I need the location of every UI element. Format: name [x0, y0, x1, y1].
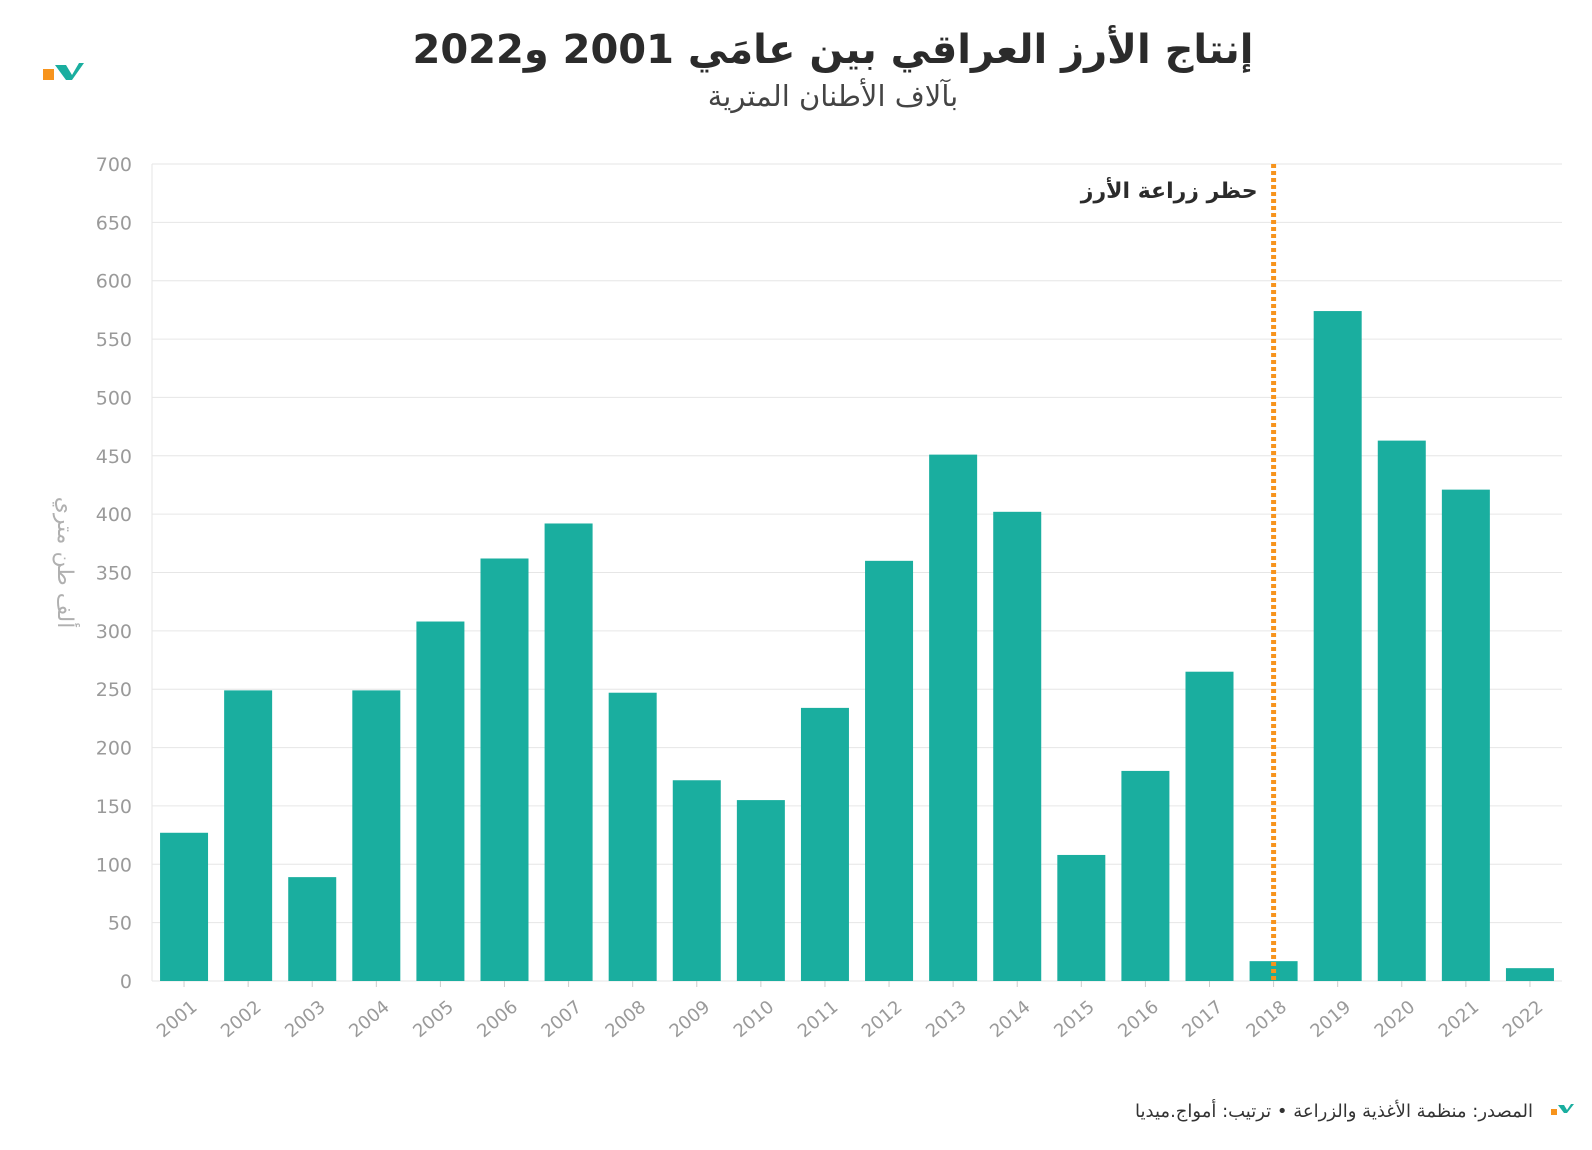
- x-tick-label: 2011: [794, 997, 843, 1043]
- footer-logo-icon: [1551, 1104, 1574, 1115]
- y-tick-label: 650: [96, 212, 132, 234]
- bar: [993, 511, 1042, 981]
- annotations: حظر زراعة الأرز: [1080, 164, 1277, 981]
- bar: [672, 780, 721, 981]
- bar: [160, 832, 209, 981]
- bar: [224, 690, 273, 981]
- bar: [352, 690, 401, 981]
- x-tick-label: 2005: [409, 997, 458, 1043]
- x-tick-label: 2016: [1114, 997, 1163, 1043]
- x-tick-label: 2002: [217, 997, 266, 1043]
- bar: [288, 877, 337, 981]
- chart-subtitle: بآلاف الأطنان المترية: [708, 77, 959, 113]
- bar: [1185, 671, 1234, 981]
- bars: [160, 311, 1554, 982]
- x-tick-label: 2006: [473, 997, 522, 1043]
- x-tick-label: 2003: [281, 997, 330, 1043]
- x-axis-ticks: 2001 2002 2003 2004 2005 2006 2007 2008 2009 2010…: [153, 981, 1548, 1043]
- logo-icon: [43, 63, 84, 80]
- x-tick-label: 2012: [858, 997, 907, 1043]
- bar: [544, 523, 593, 981]
- x-tick-label: 2022: [1499, 997, 1548, 1043]
- x-tick-label: 2001: [153, 997, 202, 1043]
- y-tick-label: 550: [96, 329, 132, 351]
- x-tick-label: 2007: [537, 997, 586, 1043]
- source-note: المصدر: منظمة الأغذية والزراعة • ترتيب: …: [1135, 1099, 1533, 1122]
- bar: [865, 560, 914, 981]
- y-tick-label: 700: [96, 154, 132, 176]
- x-tick-label: 2017: [1178, 997, 1227, 1043]
- y-tick-label: 400: [96, 504, 132, 526]
- bar: [480, 558, 529, 981]
- y-tick-label: 350: [96, 563, 132, 585]
- x-tick-label: 2020: [1371, 997, 1420, 1043]
- x-tick-label: 2014: [986, 997, 1035, 1043]
- bar: [929, 454, 978, 982]
- bar: [1121, 770, 1170, 981]
- y-tick-label: 150: [96, 796, 132, 818]
- y-axis-label: ألف طن متري: [52, 497, 80, 629]
- annotation-label: حظر زراعة الأرز: [1080, 176, 1258, 204]
- y-tick-label: 100: [96, 854, 132, 876]
- x-tick-label: 2019: [1307, 997, 1356, 1043]
- bar: [1057, 854, 1106, 981]
- y-tick-label: 500: [96, 387, 132, 409]
- y-tick-label: 600: [96, 271, 132, 293]
- x-tick-label: 2004: [345, 997, 394, 1043]
- x-tick-label: 2008: [602, 997, 651, 1043]
- bar: [1377, 440, 1426, 981]
- y-tick-label: 50: [108, 913, 132, 935]
- bar: [1313, 311, 1362, 981]
- y-tick-label: 450: [96, 446, 132, 468]
- x-tick-label: 2021: [1435, 997, 1484, 1043]
- bar: [608, 692, 657, 981]
- x-tick-label: 2009: [666, 997, 715, 1043]
- x-tick-label: 2015: [1050, 997, 1099, 1043]
- x-tick-label: 2010: [730, 997, 779, 1043]
- bar: [1441, 489, 1490, 981]
- chart-title: إنتاج الأرز العراقي بين عامَي 2001 و2022: [412, 24, 1253, 73]
- bar: [1505, 968, 1554, 981]
- bar: [736, 800, 785, 981]
- bar: [416, 621, 465, 981]
- y-tick-label: 250: [96, 679, 132, 701]
- x-tick-label: 2013: [922, 997, 971, 1043]
- y-tick-label: 300: [96, 621, 132, 643]
- y-axis-ticks: 0 50 100 150 200 250 300 350 400 450 500 550 600 650 7…: [96, 154, 132, 993]
- grid: [151, 163, 1562, 982]
- y-tick-label: 0: [120, 971, 132, 993]
- y-tick-label: 200: [96, 738, 132, 760]
- bar: [800, 707, 849, 981]
- x-tick-label: 2018: [1242, 997, 1291, 1043]
